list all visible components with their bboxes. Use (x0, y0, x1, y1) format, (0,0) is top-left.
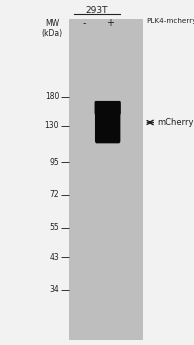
Text: +: + (106, 18, 114, 28)
Text: 55: 55 (49, 223, 59, 232)
Text: PLK4-mcherry: PLK4-mcherry (146, 18, 194, 24)
Text: (kDa): (kDa) (42, 29, 63, 38)
FancyBboxPatch shape (95, 101, 120, 144)
Text: 34: 34 (49, 285, 59, 294)
Text: 95: 95 (49, 158, 59, 167)
Bar (69, 19, 143, 340)
Text: 43: 43 (49, 253, 59, 262)
Text: 130: 130 (45, 121, 59, 130)
Text: MW: MW (45, 19, 59, 28)
Text: 293T: 293T (86, 6, 108, 15)
FancyBboxPatch shape (95, 101, 121, 115)
Text: -: - (83, 18, 86, 28)
Text: 72: 72 (49, 190, 59, 199)
Text: mCherry: mCherry (157, 118, 194, 127)
Text: 180: 180 (45, 92, 59, 101)
